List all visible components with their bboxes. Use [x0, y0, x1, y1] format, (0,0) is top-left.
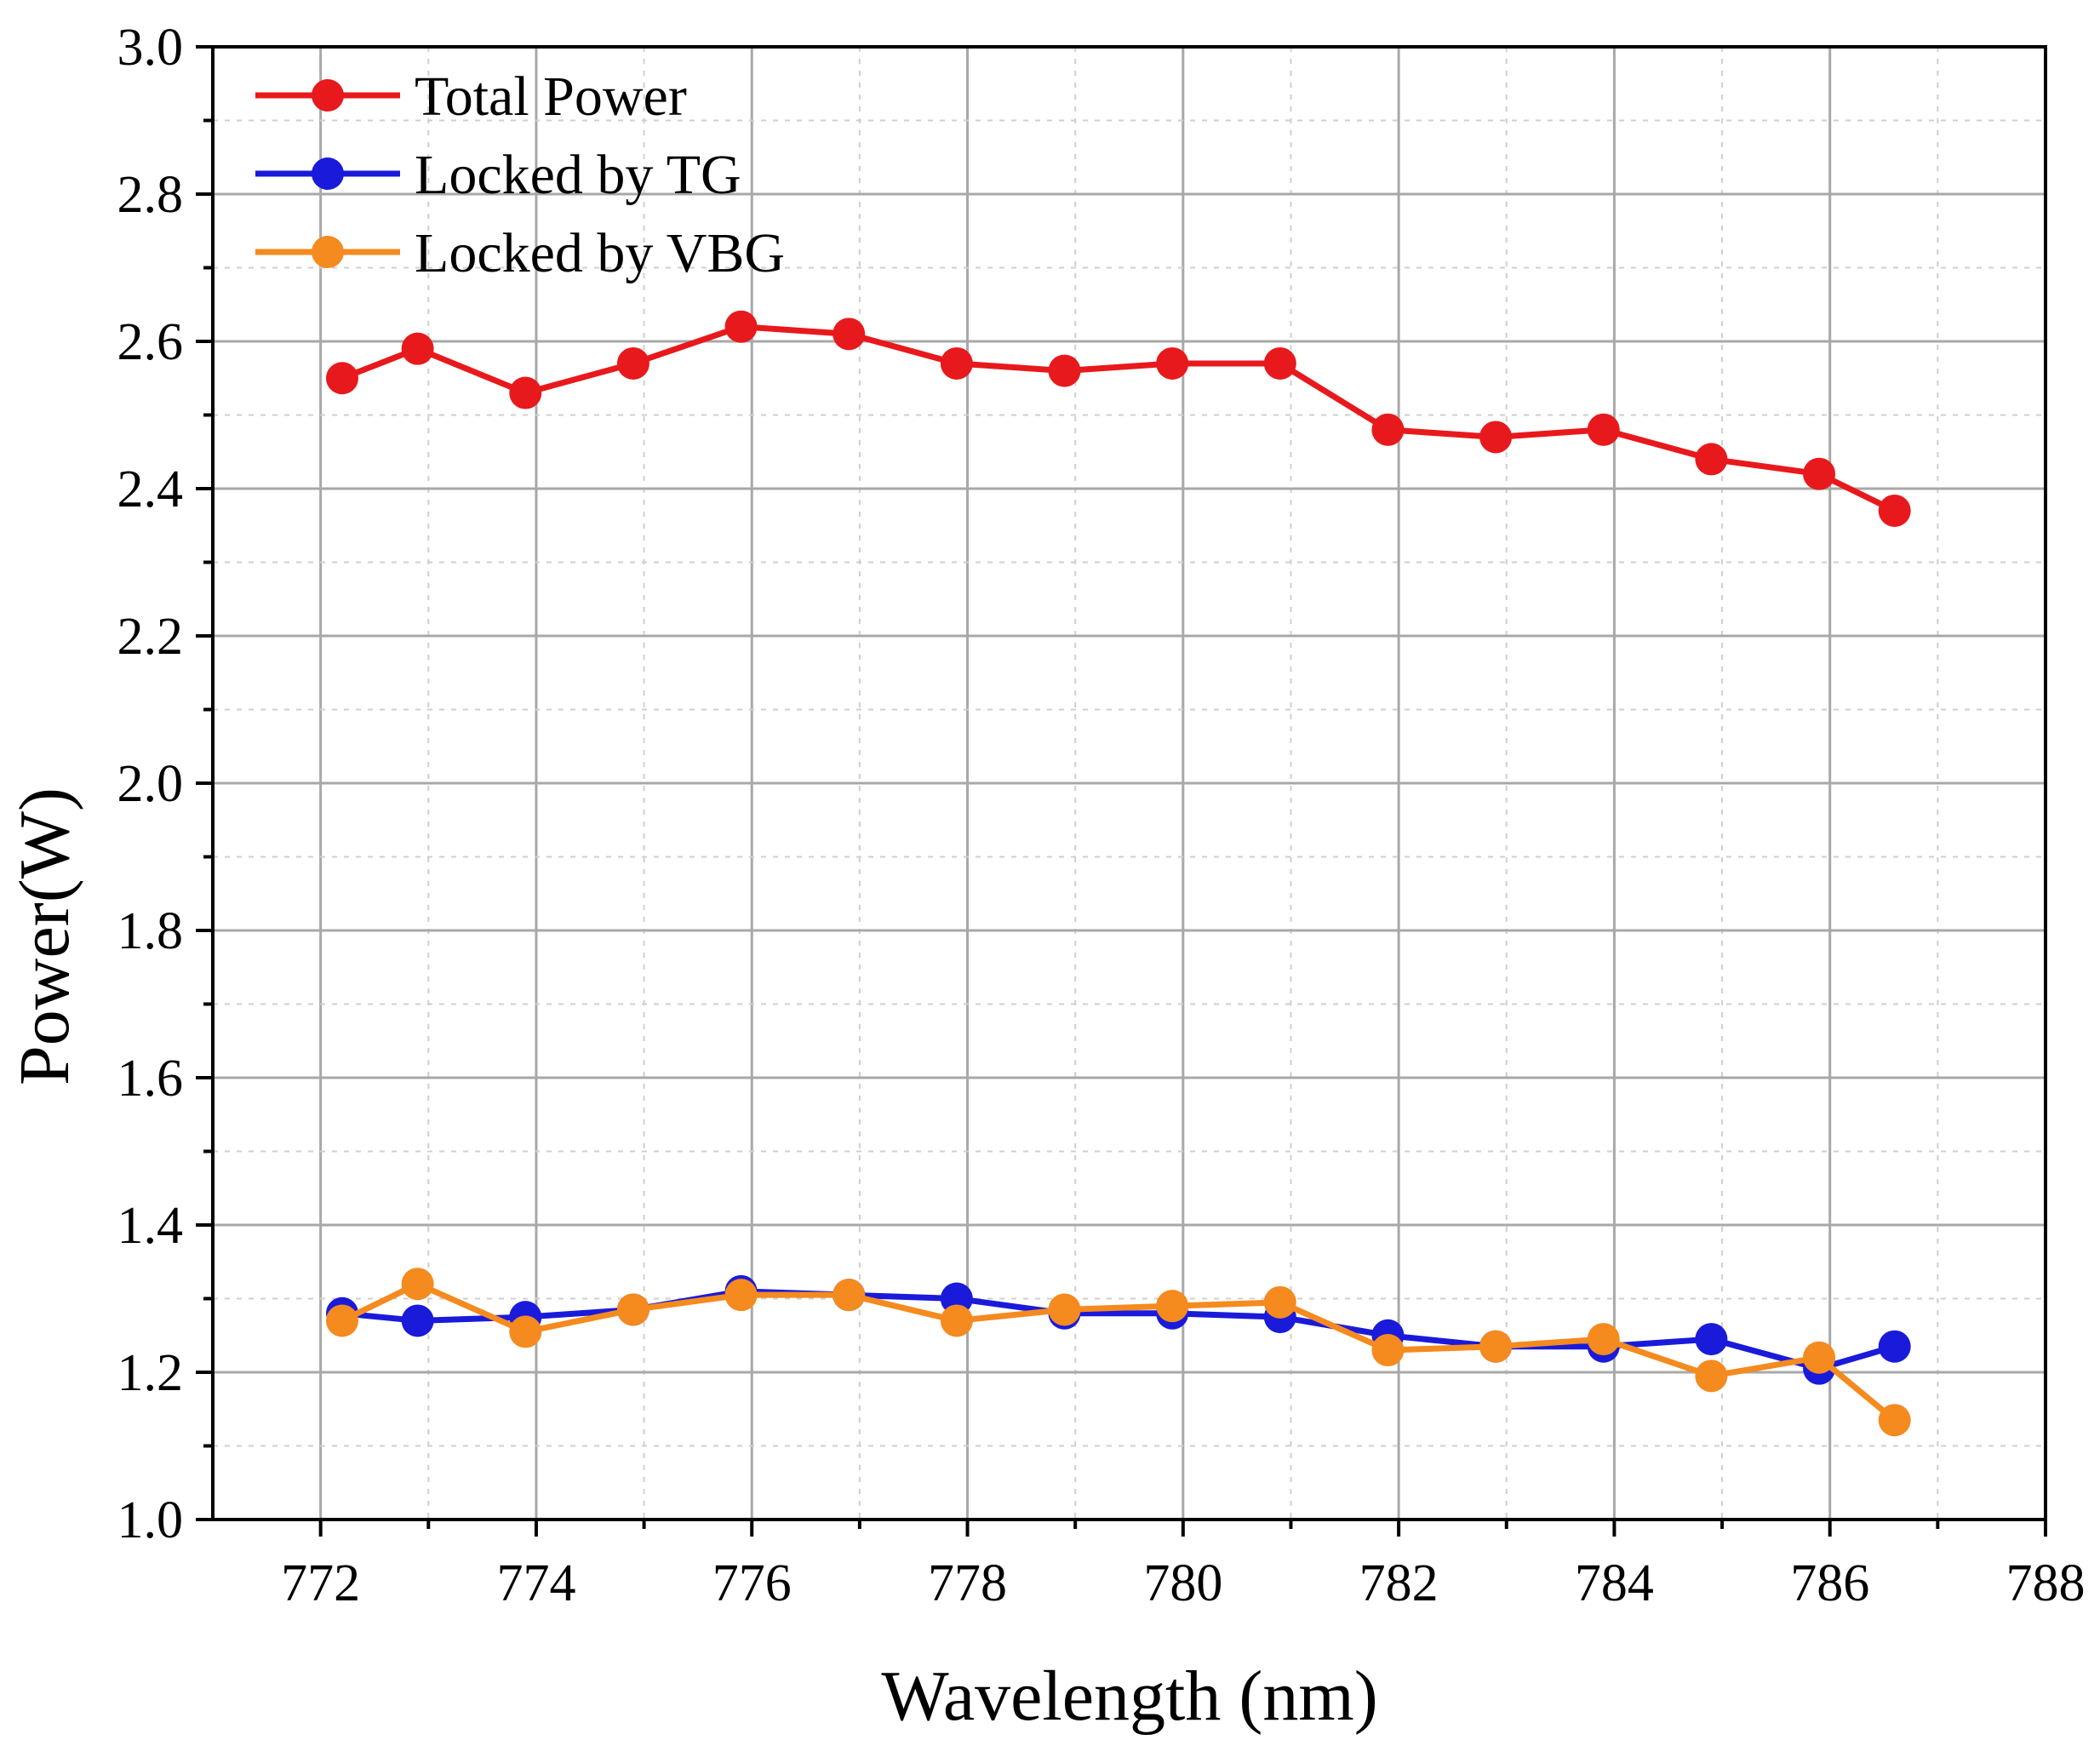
legend-marker-total-power	[312, 79, 344, 112]
legend-item-total-power: Total Power	[255, 66, 687, 128]
y-tick-label: 2.0	[117, 755, 184, 813]
y-tick-label: 1.0	[117, 1491, 184, 1549]
y-tick-label: 2.2	[117, 608, 184, 666]
data-point-total-power	[1048, 354, 1081, 387]
x-tick-label: 780	[1143, 1554, 1222, 1612]
data-point-total-power	[1803, 457, 1836, 490]
legend-label-locked-by-tg: Locked by TG	[415, 144, 741, 206]
data-point-locked-by-vbg	[1263, 1285, 1296, 1319]
legend: Total Power Locked by TG Locked by VBG	[255, 66, 785, 284]
y-tick-label: 1.6	[117, 1050, 184, 1108]
x-tick-label: 786	[1790, 1554, 1869, 1612]
data-point-total-power	[401, 332, 434, 365]
data-point-total-power	[833, 318, 866, 351]
x-axis-title: Wavelength (nm)	[881, 1657, 1377, 1736]
data-point-total-power	[1156, 346, 1189, 380]
legend-marker-locked-by-vbg	[312, 236, 344, 268]
legend-item-locked-by-tg: Locked by TG	[255, 144, 741, 206]
series-total-power	[325, 310, 1911, 527]
data-point-locked-by-vbg	[1156, 1290, 1189, 1323]
data-point-total-power	[940, 346, 973, 380]
data-point-locked-by-vbg	[325, 1304, 358, 1337]
y-tick-label: 2.8	[117, 166, 184, 224]
data-point-total-power	[1371, 413, 1405, 446]
data-point-total-power	[1587, 413, 1620, 446]
y-axis-title: Power(W)	[5, 787, 84, 1085]
data-point-locked-by-vbg	[833, 1279, 866, 1312]
series-line-locked-by-tg	[341, 1288, 1896, 1372]
series-locked-by-tg	[325, 1274, 1911, 1385]
data-point-locked-by-tg	[1695, 1323, 1728, 1356]
y-tick-label: 1.2	[117, 1344, 184, 1402]
y-tick-label: 2.6	[117, 313, 184, 371]
data-point-total-power	[616, 346, 649, 380]
y-tick-label: 2.4	[117, 461, 184, 518]
y-tick-label: 3.0	[117, 19, 184, 77]
x-tick-label: 776	[712, 1554, 792, 1612]
legend-marker-locked-by-tg	[312, 157, 344, 190]
data-point-locked-by-vbg	[1479, 1330, 1513, 1363]
data-point-locked-by-vbg	[1878, 1404, 1911, 1437]
series-line-total-power	[340, 323, 1897, 514]
data-point-locked-by-vbg	[940, 1304, 973, 1337]
x-tick-label: 782	[1359, 1554, 1439, 1612]
x-tick-label: 788	[2006, 1554, 2086, 1612]
data-point-locked-by-vbg	[401, 1268, 434, 1301]
x-tick-label: 784	[1575, 1554, 1654, 1612]
y-tick-label: 1.4	[117, 1197, 184, 1255]
data-point-total-power	[1263, 346, 1296, 380]
data-point-locked-by-vbg	[724, 1279, 758, 1312]
y-tick-label: 1.8	[117, 902, 184, 960]
legend-item-locked-by-vbg: Locked by VBG	[255, 222, 785, 284]
data-point-total-power	[724, 310, 758, 343]
data-point-locked-by-tg	[401, 1304, 434, 1337]
data-point-total-power	[325, 362, 358, 395]
data-point-total-power	[1878, 494, 1911, 527]
data-point-locked-by-vbg	[616, 1293, 649, 1326]
axes-layer: 772 774 776 778 780 782 784 786 788 1.0 1.2 1.4 1.6 1…	[117, 19, 2086, 1612]
x-tick-label: 778	[928, 1554, 1007, 1612]
data-point-locked-by-vbg	[1803, 1341, 1836, 1374]
data-point-locked-by-vbg	[509, 1315, 542, 1348]
data-point-locked-by-vbg	[1587, 1323, 1620, 1356]
data-point-locked-by-vbg	[1371, 1334, 1405, 1367]
data-point-locked-by-tg	[1878, 1330, 1911, 1363]
data-point-total-power	[1695, 443, 1728, 476]
series-line-locked-by-vbg	[340, 1280, 1897, 1422]
data-point-total-power	[1479, 421, 1513, 454]
data-point-locked-by-vbg	[1048, 1293, 1081, 1326]
series-layer	[325, 310, 1911, 1437]
legend-label-locked-by-vbg: Locked by VBG	[415, 222, 785, 284]
grid-layer	[213, 47, 2046, 1520]
data-point-locked-by-vbg	[1695, 1359, 1728, 1393]
legend-label-total-power: Total Power	[415, 66, 687, 128]
x-tick-label: 774	[496, 1554, 575, 1612]
data-point-total-power	[509, 376, 542, 409]
series-locked-by-vbg	[325, 1268, 1911, 1437]
x-tick-label: 772	[281, 1554, 360, 1612]
